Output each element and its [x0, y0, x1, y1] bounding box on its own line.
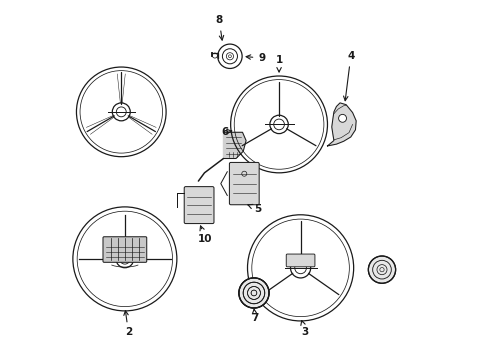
Circle shape	[339, 114, 346, 122]
Text: 7: 7	[251, 309, 259, 323]
Text: 3: 3	[301, 320, 309, 337]
Text: 5: 5	[248, 204, 261, 214]
FancyBboxPatch shape	[229, 162, 259, 205]
Text: 9: 9	[246, 53, 266, 63]
Text: 6: 6	[221, 127, 232, 136]
Text: 10: 10	[198, 226, 213, 244]
Circle shape	[239, 278, 269, 308]
Text: 2: 2	[124, 311, 132, 337]
FancyBboxPatch shape	[103, 237, 147, 262]
FancyBboxPatch shape	[184, 186, 214, 224]
Circle shape	[368, 256, 395, 283]
Text: 4: 4	[343, 51, 354, 101]
Text: 1: 1	[275, 55, 283, 72]
Polygon shape	[327, 103, 356, 146]
FancyBboxPatch shape	[286, 254, 315, 267]
Polygon shape	[223, 132, 246, 158]
Text: 8: 8	[216, 15, 224, 40]
